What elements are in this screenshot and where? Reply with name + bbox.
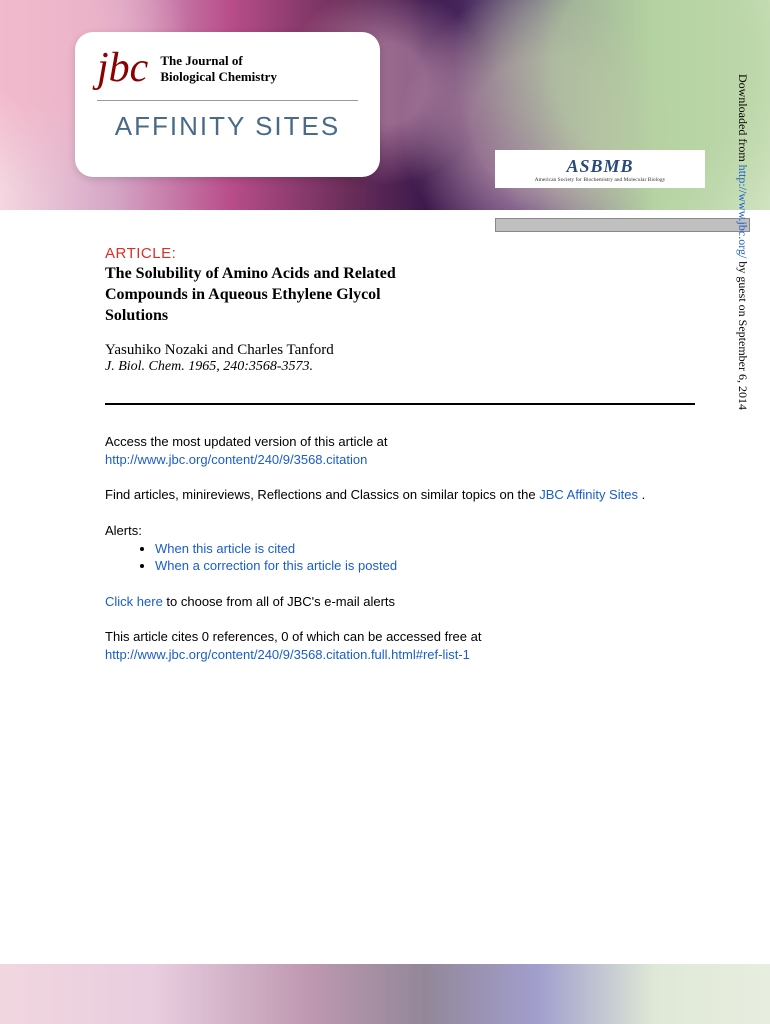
alert-cited-link[interactable]: When this article is cited [155,541,295,556]
click-here-rest: to choose from all of JBC's e-mail alert… [163,594,395,609]
access-text: Access the most updated version of this … [105,434,388,449]
cites-section: This article cites 0 references, 0 of wh… [105,628,665,663]
find-section: Find articles, minireviews, Reflections … [105,486,665,504]
alerts-list: When this article is cited When a correc… [155,540,665,575]
affinity-sites-heading: AFFINITY SITES [97,111,358,142]
find-text-post: . [638,487,645,502]
main-content: ARTICLE: The Solubility of Amino Acids a… [105,245,665,663]
jbc-script-logo: jbc [97,50,148,88]
access-section: Access the most updated version of this … [105,433,665,468]
alerts-label: Alerts: [105,522,665,540]
click-here-link[interactable]: Click here [105,594,163,609]
article-title: The Solubility of Amino Acids and Relate… [105,264,445,326]
search-bar-placeholder[interactable] [495,218,750,232]
downloaded-link[interactable]: http://www.jbc.org/ [736,165,750,259]
asbmb-subtitle: American Society for Biochemistry and Mo… [535,177,666,183]
find-text-pre: Find articles, minireviews, Reflections … [105,487,539,502]
access-link[interactable]: http://www.jbc.org/content/240/9/3568.ci… [105,452,367,467]
cites-text: This article cites 0 references, 0 of wh… [105,629,481,644]
jbc-logo-box: jbc The Journal of Biological Chemistry … [75,32,380,177]
logo-divider [97,100,358,101]
journal-title-line2: Biological Chemistry [160,69,277,85]
journal-title-block: The Journal of Biological Chemistry [160,53,277,84]
alert-correction-item: When a correction for this article is po… [155,557,665,575]
journal-title-line1: The Journal of [160,53,277,69]
affinity-sites-link[interactable]: JBC Affinity Sites [539,487,638,502]
header-banner: jbc The Journal of Biological Chemistry … [0,0,770,210]
article-label: ARTICLE: [105,245,665,262]
download-attribution: Downloaded from http://www.jbc.org/ by g… [735,74,750,410]
downloaded-post: by guest on September 6, 2014 [736,258,750,410]
logo-top-row: jbc The Journal of Biological Chemistry [97,50,358,88]
content-divider [105,403,695,405]
click-here-section: Click here to choose from all of JBC's e… [105,593,665,611]
asbmb-logo-text: ASBMB [566,156,633,177]
alert-correction-link[interactable]: When a correction for this article is po… [155,558,397,573]
bottom-banner-edge [0,964,770,1024]
article-citation: J. Biol. Chem. 1965, 240:3568-3573. [105,359,665,375]
alerts-section: Alerts: When this article is cited When … [105,522,665,575]
article-authors: Yasuhiko Nozaki and Charles Tanford [105,342,665,359]
cites-link[interactable]: http://www.jbc.org/content/240/9/3568.ci… [105,647,470,662]
alert-cited-item: When this article is cited [155,540,665,558]
downloaded-pre: Downloaded from [736,74,750,165]
asbmb-logo-box: ASBMB American Society for Biochemistry … [495,150,705,188]
